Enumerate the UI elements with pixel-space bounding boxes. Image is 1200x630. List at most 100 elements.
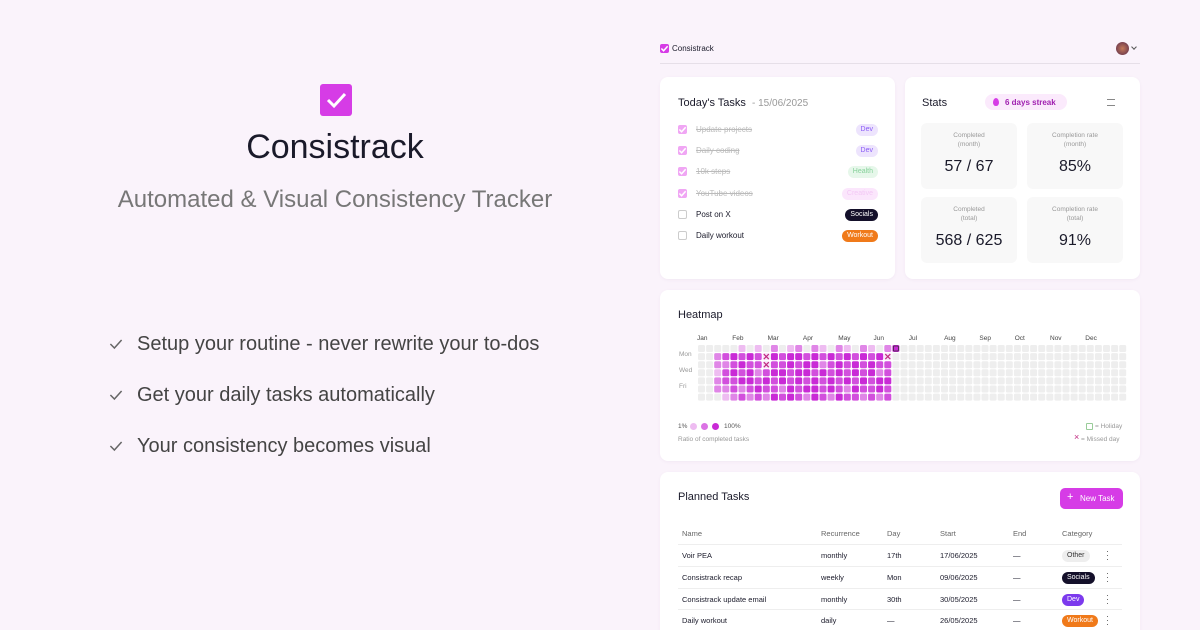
heatmap-cell (714, 345, 722, 352)
row-menu[interactable]: · · · (1106, 589, 1109, 608)
heatmap-cell (1005, 353, 1013, 361)
heatmap-cell (811, 385, 819, 393)
heatmap-cell (1078, 369, 1086, 377)
heatmap-cell (795, 353, 803, 361)
row-menu[interactable]: · · · (1106, 567, 1109, 586)
heatmap-cell (722, 345, 730, 352)
heatmap-cell (811, 377, 819, 385)
heatmap-cell (835, 393, 843, 401)
heatmap-cell (965, 385, 973, 393)
heatmap-cell (1062, 393, 1070, 401)
heatmap-cell (941, 361, 948, 369)
heatmap-cell (932, 361, 940, 369)
row-menu[interactable]: · · · (1106, 611, 1109, 630)
month-label: Oct (1014, 335, 1025, 342)
new-task-button[interactable]: + New Task (1060, 488, 1123, 509)
heatmap-cell (730, 385, 738, 393)
column-header: Category (1062, 529, 1093, 538)
today-title: Today's Tasks (678, 97, 746, 109)
heatmap-cell (892, 369, 900, 377)
heatmap-cell (1005, 361, 1013, 369)
heatmap-cell (924, 369, 932, 377)
checkbox (678, 188, 687, 198)
heatmap-cell (770, 377, 778, 385)
avatar-caret[interactable] (1131, 44, 1137, 50)
heatmap-cell (738, 377, 746, 385)
heatmap-cell (762, 377, 770, 385)
streak-icon (993, 98, 999, 106)
heatmap-cell (884, 369, 892, 377)
checkbox (678, 231, 687, 240)
heatmap-cell (762, 345, 770, 352)
heatmap-cell (916, 385, 924, 393)
heatmap-cell (973, 377, 981, 385)
heatmap-cell (770, 345, 778, 352)
heatmap-cell (819, 393, 827, 401)
stat-label: Completion rate (1052, 206, 1098, 213)
heatmap-grid (698, 345, 1127, 401)
heatmap-cell (1119, 385, 1127, 393)
row-menu[interactable]: · · · (1106, 546, 1109, 564)
month-label: Sep (979, 335, 991, 342)
heatmap-cell (1005, 393, 1013, 401)
legend-dot (690, 423, 697, 430)
heatmap-cell (714, 361, 722, 369)
day-label: Wed (679, 367, 693, 375)
heatmap-cell (981, 345, 989, 352)
heatmap-title: Heatmap (678, 309, 723, 321)
heatmap-cell (908, 345, 916, 352)
heatmap-cell (997, 385, 1005, 393)
heatmap-cell (770, 385, 778, 393)
heatmap-cell (835, 345, 843, 352)
feature-text: Setup your routine - never rewrite your … (137, 333, 540, 355)
settings-icon[interactable] (1107, 99, 1115, 106)
heatmap-cell (730, 361, 738, 369)
column-header: End (1013, 529, 1027, 538)
heatmap-cell (973, 345, 981, 352)
heatmap-cell (884, 393, 892, 401)
heatmap-cell (884, 361, 892, 369)
heatmap-cell (1005, 377, 1013, 385)
heatmap-cell (851, 377, 859, 385)
heatmap-cell (698, 345, 705, 352)
heatmap-cell (1062, 377, 1070, 385)
heatmap-cell (868, 385, 876, 393)
heatmap-cell (916, 393, 924, 401)
heatmap-cell (738, 393, 746, 401)
heatmap-cell (900, 345, 908, 352)
stat-label: Completed (953, 132, 985, 139)
cell: Voir PEA (682, 551, 713, 560)
heatmap-cell (714, 369, 722, 377)
task-name: YouTube videos (696, 188, 753, 198)
heatmap-cell (1013, 369, 1021, 377)
heatmap-cell (730, 353, 738, 361)
heatmap-cell (1054, 377, 1062, 385)
stat-card: Completed (month) 57 / 67 (921, 123, 1017, 189)
heatmap-cell (827, 361, 835, 369)
heatmap-cell (698, 361, 705, 369)
heatmap-cell (1013, 385, 1021, 393)
heatmap-cell (892, 385, 900, 393)
heatmap-cell (819, 369, 827, 377)
heatmap-cell (787, 385, 795, 393)
task-name: 10k steps (696, 167, 731, 177)
heatmap-cell (1054, 353, 1062, 361)
heatmap-cell (1111, 353, 1119, 361)
heatmap-cell (892, 361, 900, 369)
heatmap-cell (876, 353, 884, 361)
heatmap-cell (819, 361, 827, 369)
check-icon (109, 339, 123, 350)
heatmap-cell (746, 377, 754, 385)
heatmap-cell (706, 353, 714, 361)
heatmap-cell (779, 345, 786, 352)
row-divider (678, 565, 1122, 567)
stat-value: 568 / 625 (935, 232, 1003, 249)
heatmap-cell (924, 377, 932, 385)
heatmap-cell (1086, 353, 1094, 361)
heatmap-cell (892, 377, 900, 385)
heatmap-cell (908, 377, 916, 385)
heatmap-cell (1030, 377, 1038, 385)
heatmap-cell (738, 369, 746, 377)
task-tag: Dev (855, 124, 878, 136)
cell: — (1013, 616, 1021, 626)
